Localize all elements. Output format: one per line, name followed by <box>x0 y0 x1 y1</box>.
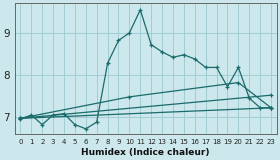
X-axis label: Humidex (Indice chaleur): Humidex (Indice chaleur) <box>81 148 210 156</box>
